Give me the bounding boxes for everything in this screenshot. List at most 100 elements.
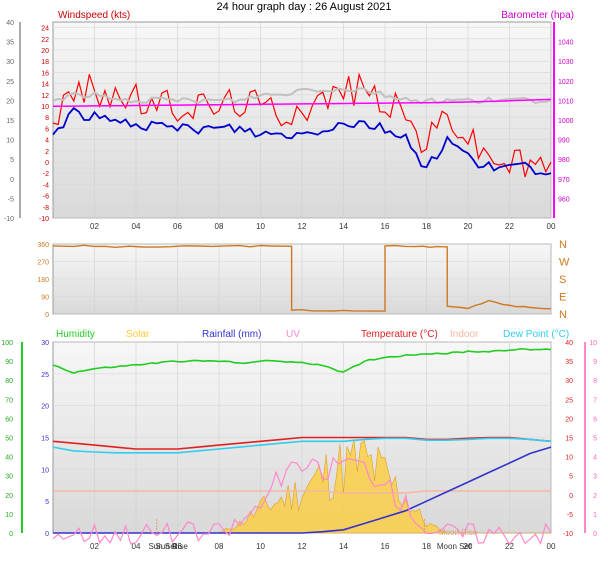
- wind-y-tick-label: 8: [45, 115, 49, 122]
- x-tick-label-wind: 12: [298, 222, 307, 231]
- compass-label: W: [559, 257, 570, 269]
- wind-y-tick-label: -6: [43, 194, 49, 201]
- temp-y-tick-label: 15: [565, 436, 573, 443]
- direction-y-tick-label: 360: [37, 242, 49, 249]
- direction-y-tick-label: 270: [37, 260, 49, 267]
- uv-line: [52, 456, 552, 546]
- uv-y-tick-label: 7: [593, 397, 597, 404]
- uv-y-tick-label: 10: [589, 340, 597, 347]
- compass-label: S: [559, 274, 566, 286]
- humidity-y-tick-label: 40: [5, 455, 13, 462]
- humidity-y-tick-label: 90: [5, 359, 13, 366]
- temp-y-tick-label: -5: [567, 512, 573, 519]
- outer-y-tick-label: 30: [6, 59, 14, 66]
- wind-y-tick-label: 22: [41, 37, 49, 44]
- barometer-line: [52, 98, 552, 108]
- rain-y-tick-label: 10: [41, 467, 49, 474]
- x-tick-label-wind: 14: [339, 222, 348, 231]
- x-tick-label-wind: 22: [505, 222, 514, 231]
- outer-y-tick-label: -10: [4, 216, 14, 223]
- x-tick-label-multi: 04: [132, 542, 141, 551]
- x-tick-label-multi: 08: [215, 542, 224, 551]
- chart-title: 24 hour graph day : 26 August 2021: [217, 1, 392, 13]
- indoor-line: [53, 490, 551, 494]
- humidity-y-tick-label: 50: [5, 436, 13, 443]
- gust-line: [52, 72, 552, 178]
- barometer-y-tick-label: 980: [558, 157, 570, 164]
- uv-y-tick-label: 6: [593, 416, 597, 423]
- x-tick-label-wind: 06: [173, 222, 182, 231]
- rainfall-line: [53, 446, 552, 534]
- wind-y-tick-label: 20: [41, 48, 49, 55]
- wind-y-tick-label: 10: [41, 104, 49, 111]
- legend-temperature: Temperature (°C): [361, 329, 438, 340]
- uv-y-tick-label: 8: [593, 378, 597, 385]
- barometer-y-tick-label: 1030: [558, 59, 574, 66]
- wind_avg-line: [52, 106, 552, 176]
- x-tick-label-multi: 02: [90, 542, 99, 551]
- barometer-y-tick-label: 1020: [558, 79, 574, 86]
- x-tick-label-multi: 10: [256, 542, 265, 551]
- wind-y-tick-label: 0: [45, 160, 49, 167]
- humidity-y-tick-label: 20: [5, 493, 13, 500]
- barometer-y-tick-label: 960: [558, 196, 570, 203]
- uv-y-tick-label: 0: [593, 531, 597, 538]
- temp-y-tick-label: -10: [563, 531, 573, 538]
- uv-y-tick-label: 4: [593, 455, 597, 462]
- x-tick-label-multi: 22: [505, 542, 514, 551]
- wind-y-tick-label: 4: [45, 138, 49, 145]
- rain-y-tick-label: 30: [41, 340, 49, 347]
- outer-y-tick-label: 15: [6, 118, 14, 125]
- outer-y-tick-label: 5: [10, 157, 14, 164]
- temp-y-tick-label: 30: [565, 378, 573, 385]
- humidity-y-tick-label: 100: [1, 340, 13, 347]
- wind-y-tick-label: 12: [41, 93, 49, 100]
- legend-solar: Solar: [126, 329, 150, 340]
- wind-y-tick-label: 14: [41, 82, 49, 89]
- x-tick-label-wind: 16: [381, 222, 390, 231]
- x-tick-label-wind: 20: [464, 222, 473, 231]
- x-tick-label-multi: 12: [298, 542, 307, 551]
- rain-y-tick-label: 5: [45, 499, 49, 506]
- legend-dewpoint: Dew Point (°C): [503, 329, 569, 340]
- barometer-y-tick-label: 1000: [558, 118, 574, 125]
- wind-y-tick-label: -4: [43, 182, 49, 189]
- outer-y-tick-label: 10: [6, 138, 14, 145]
- x-tick-label-multi: 00: [547, 542, 556, 551]
- x-tick-label-multi: 06: [173, 542, 182, 551]
- rain-y-tick-label: 0: [45, 531, 49, 538]
- uv-y-tick-label: 2: [593, 493, 597, 500]
- temperature-line: [52, 436, 552, 450]
- outer-y-tick-label: 25: [6, 79, 14, 86]
- moon-set-label: Moon Set: [437, 542, 472, 551]
- compass-label: E: [559, 292, 566, 304]
- legend-humidity: Humidity: [56, 329, 95, 340]
- humidity-y-tick-label: 0: [9, 531, 13, 538]
- wind-y-tick-label: 24: [41, 26, 49, 33]
- x-tick-label-wind: 08: [215, 222, 224, 231]
- uv-y-tick-label: 5: [593, 436, 597, 443]
- legend-rainfall: Rainfall (mm): [202, 329, 261, 340]
- barometer-axis-title: Barometer (hpa): [501, 10, 574, 21]
- outer-y-tick-label: 35: [6, 40, 14, 47]
- x-tick-label-multi: 20: [464, 542, 473, 551]
- humidity-y-tick-label: 80: [5, 378, 13, 385]
- barometer-y-tick-label: 990: [558, 138, 570, 145]
- temp-y-tick-label: 40: [565, 340, 573, 347]
- x-tick-label-multi: 16: [381, 542, 390, 551]
- wind-y-tick-label: 6: [45, 126, 49, 133]
- wind-axis-title: Windspeed (kts): [58, 10, 130, 21]
- barometer-y-tick-label: 1010: [558, 98, 574, 105]
- temp-y-tick-label: 10: [565, 455, 573, 462]
- outer-y-tick-label: 20: [6, 98, 14, 105]
- rain-y-tick-label: 20: [41, 404, 49, 411]
- direction-line: [52, 244, 551, 312]
- legend-uv: UV: [286, 329, 300, 340]
- x-tick-label-multi: 18: [422, 542, 431, 551]
- uv-y-tick-label: 9: [593, 359, 597, 366]
- barometer-y-tick-label: 970: [558, 177, 570, 184]
- humidity-line: [52, 348, 552, 374]
- dewpoint-line: [52, 437, 552, 454]
